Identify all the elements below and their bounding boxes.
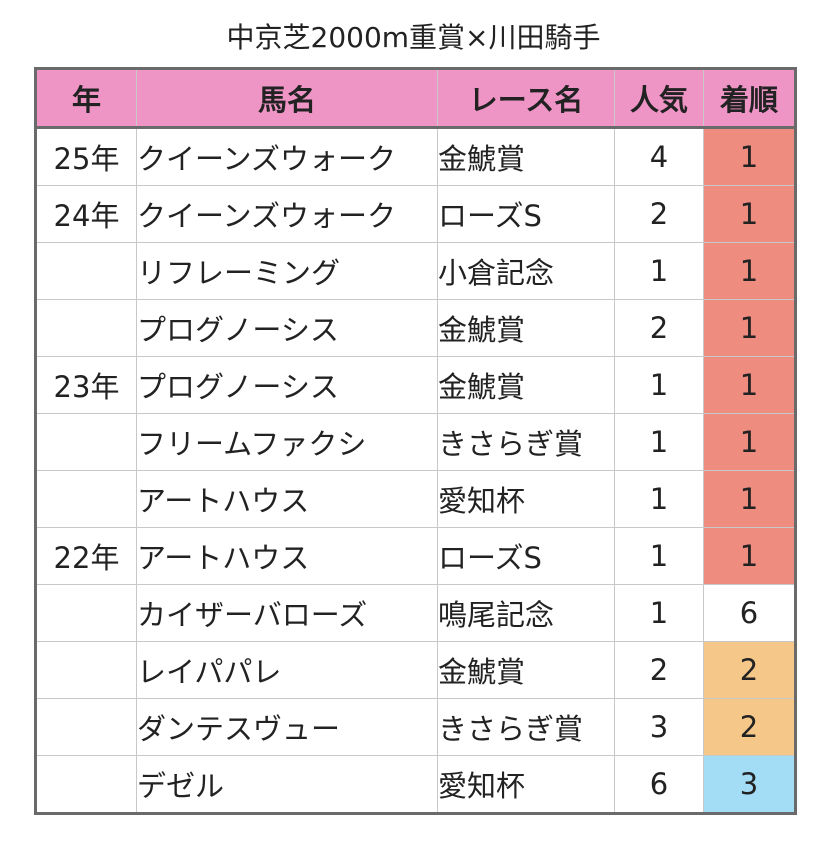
finish-cell: 1 [703,527,796,585]
year-cell: 24年 [35,185,137,243]
table-body: 25年 クイーンズウォーク 金鯱賞 4 1 24年 クイーンズウォーク ローズS 2 1 リフレーミ… [35,127,796,814]
year-cell [35,413,137,471]
popularity-cell: 1 [614,470,704,528]
year-cell [35,299,137,357]
horse-name-cell: フリームファクシ [136,413,438,471]
table-row: デゼル 愛知杯 6 3 [35,755,796,814]
table-row: ダンテスヴュー きさらぎ賞 3 2 [35,698,796,756]
race-name-cell: 小倉記念 [437,242,615,300]
horse-name-cell: レイパパレ [136,641,438,699]
header-popularity: 人気 [614,68,704,129]
finish-cell: 1 [703,413,796,471]
table-header-row: 年 馬名 レース名 人気 着順 [35,68,796,129]
finish-cell: 2 [703,698,796,756]
race-name-cell: ローズS [437,527,615,585]
race-name-cell: 鳴尾記念 [437,584,615,642]
popularity-cell: 1 [614,356,704,414]
table-row: 25年 クイーンズウォーク 金鯱賞 4 1 [35,127,796,186]
popularity-cell: 2 [614,641,704,699]
finish-cell: 1 [703,356,796,414]
horse-name-cell: アートハウス [136,527,438,585]
finish-cell: 1 [703,185,796,243]
popularity-cell: 6 [614,755,704,814]
table-row: リフレーミング 小倉記念 1 1 [35,242,796,300]
results-table: 年 馬名 レース名 人気 着順 25年 クイーンズウォーク 金鯱賞 4 1 24年 クイーン… [34,67,797,815]
finish-cell: 6 [703,584,796,642]
year-cell [35,242,137,300]
year-cell [35,641,137,699]
horse-name-cell: プログノーシス [136,356,438,414]
table-row: レイパパレ 金鯱賞 2 2 [35,641,796,699]
horse-name-cell: クイーンズウォーク [136,127,438,186]
race-name-cell: きさらぎ賞 [437,413,615,471]
finish-cell: 2 [703,641,796,699]
header-race-name: レース名 [437,68,615,129]
year-cell: 23年 [35,356,137,414]
race-name-cell: ローズS [437,185,615,243]
year-cell [35,584,137,642]
year-cell: 22年 [35,527,137,585]
year-cell: 25年 [35,127,137,186]
popularity-cell: 1 [614,584,704,642]
finish-cell: 1 [703,299,796,357]
finish-cell: 1 [703,242,796,300]
popularity-cell: 1 [614,413,704,471]
race-name-cell: 愛知杯 [437,755,615,814]
race-name-cell: 金鯱賞 [437,641,615,699]
race-name-cell: 金鯱賞 [437,127,615,186]
year-cell [35,470,137,528]
popularity-cell: 4 [614,127,704,186]
finish-cell: 3 [703,755,796,814]
race-name-cell: 金鯱賞 [437,356,615,414]
table-row: アートハウス 愛知杯 1 1 [35,470,796,528]
popularity-cell: 3 [614,698,704,756]
table-row: プログノーシス 金鯱賞 2 1 [35,299,796,357]
year-cell [35,755,137,814]
popularity-cell: 1 [614,242,704,300]
year-cell [35,698,137,756]
popularity-cell: 1 [614,527,704,585]
table-row: 24年 クイーンズウォーク ローズS 2 1 [35,185,796,243]
horse-name-cell: ダンテスヴュー [136,698,438,756]
race-name-cell: 愛知杯 [437,470,615,528]
horse-name-cell: アートハウス [136,470,438,528]
horse-name-cell: プログノーシス [136,299,438,357]
table-row: カイザーバローズ 鳴尾記念 1 6 [35,584,796,642]
table-row: 23年 プログノーシス 金鯱賞 1 1 [35,356,796,414]
popularity-cell: 2 [614,185,704,243]
popularity-cell: 2 [614,299,704,357]
header-horse-name: 馬名 [136,68,438,129]
page-title: 中京芝2000m重賞×川田騎手 [226,21,601,54]
finish-cell: 1 [703,127,796,186]
finish-cell: 1 [703,470,796,528]
header-finish: 着順 [703,68,796,129]
horse-name-cell: クイーンズウォーク [136,185,438,243]
horse-name-cell: デゼル [136,755,438,814]
horse-name-cell: リフレーミング [136,242,438,300]
header-year: 年 [35,68,137,129]
race-name-cell: 金鯱賞 [437,299,615,357]
race-name-cell: きさらぎ賞 [437,698,615,756]
table-row: 22年 アートハウス ローズS 1 1 [35,527,796,585]
horse-name-cell: カイザーバローズ [136,584,438,642]
table-row: フリームファクシ きさらぎ賞 1 1 [35,413,796,471]
